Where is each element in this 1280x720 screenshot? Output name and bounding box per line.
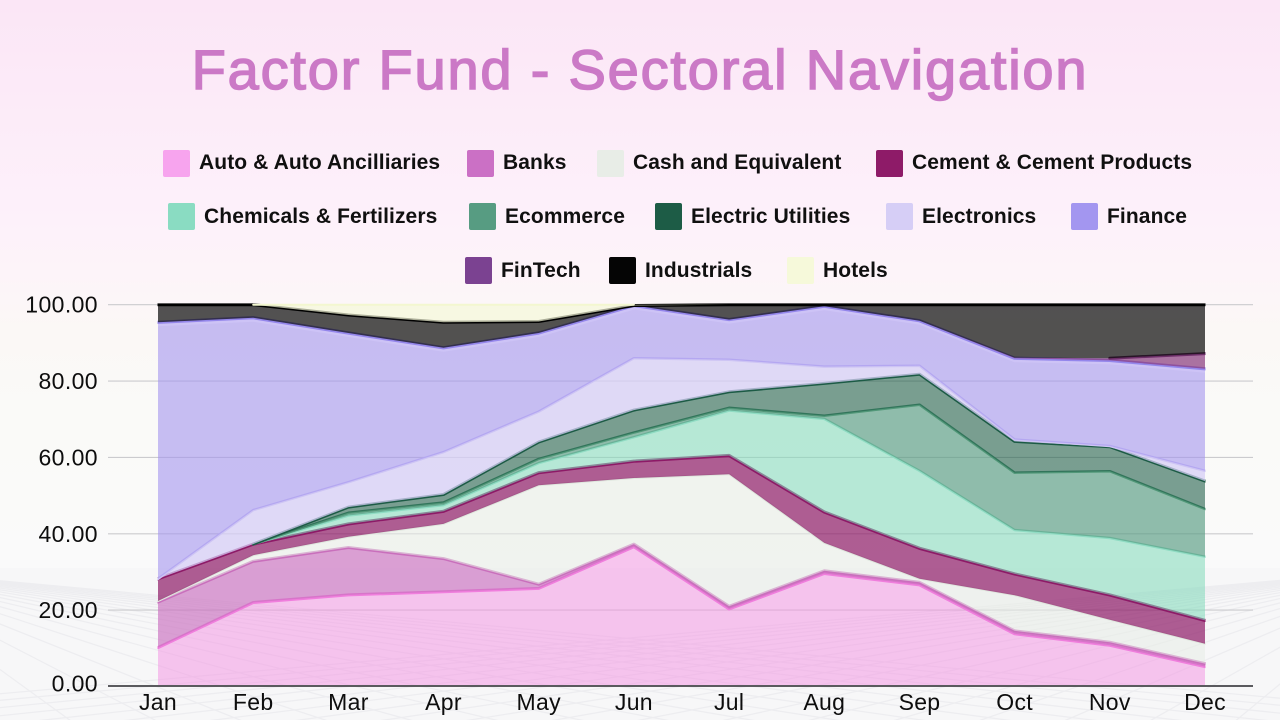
svg-text:Nov: Nov <box>1089 689 1131 715</box>
svg-text:Mar: Mar <box>328 689 369 715</box>
svg-text:Aug: Aug <box>803 689 845 715</box>
svg-text:Dec: Dec <box>1184 689 1226 715</box>
svg-text:100.00: 100.00 <box>25 292 98 318</box>
svg-text:20.00: 20.00 <box>38 597 98 623</box>
svg-text:80.00: 80.00 <box>38 368 98 394</box>
svg-text:Jun: Jun <box>615 689 653 715</box>
svg-text:40.00: 40.00 <box>38 521 98 547</box>
svg-text:60.00: 60.00 <box>38 444 98 470</box>
svg-text:Sep: Sep <box>899 689 941 715</box>
svg-text:Apr: Apr <box>425 689 462 715</box>
svg-text:0.00: 0.00 <box>52 671 98 697</box>
svg-text:Feb: Feb <box>233 689 274 715</box>
svg-text:Oct: Oct <box>996 689 1033 715</box>
svg-text:Jan: Jan <box>139 689 177 715</box>
svg-text:May: May <box>517 689 562 715</box>
svg-text:Jul: Jul <box>714 689 744 715</box>
